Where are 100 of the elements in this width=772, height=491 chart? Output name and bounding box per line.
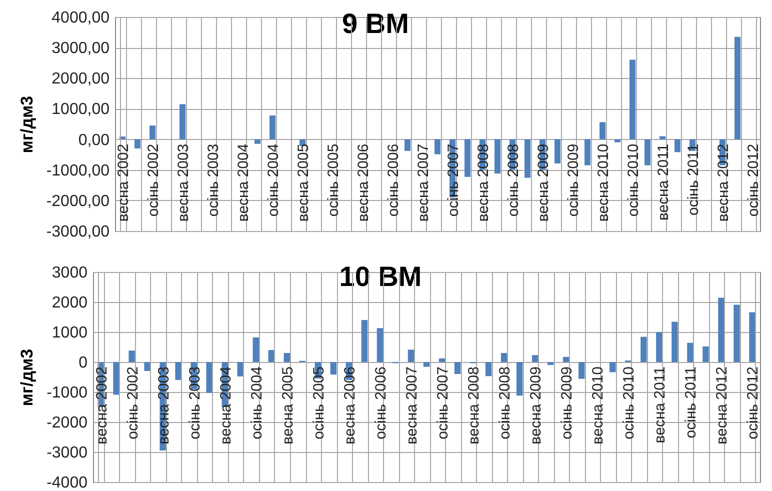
bar: [630, 60, 636, 140]
x-tick-label: осінь 2007: [434, 366, 452, 440]
y-tick-label: -1000,00: [46, 162, 110, 180]
x-tick-label: весна 2005: [295, 144, 312, 222]
x-tick-label: весна 2012: [714, 366, 731, 444]
bar: [464, 139, 470, 177]
bar: [600, 122, 606, 140]
x-tick-label: весна 2007: [415, 144, 432, 222]
x-tick-label: весна 2006: [355, 144, 372, 222]
bar: [644, 139, 650, 166]
x-tick-label: осінь 2010: [620, 366, 638, 440]
bar: [485, 362, 492, 376]
x-tick-label: осінь 2005: [325, 144, 342, 217]
bar: [404, 139, 410, 151]
x-tick-label: весна 2009: [535, 144, 552, 222]
bar: [144, 362, 150, 371]
bar: [113, 362, 120, 395]
y-axis-title: мг/дм3: [18, 348, 37, 406]
bar: [500, 353, 508, 362]
x-tick-label: весна 2003: [175, 144, 192, 222]
x-tick-label: весна 2005: [279, 366, 296, 444]
bar: [547, 362, 554, 365]
bar: [254, 139, 260, 144]
y-tick-label: 3000: [52, 264, 88, 282]
y-tick-label: 4000,00: [52, 10, 110, 26]
y-tick-label: 0,00: [78, 132, 110, 149]
bar: [578, 362, 585, 379]
bar: [532, 355, 538, 362]
bar: [610, 362, 616, 372]
x-tick-label: осінь 2005: [310, 366, 328, 440]
x-tick-label: осінь 2004: [265, 144, 282, 217]
x-tick-label: весна 2002: [93, 366, 110, 444]
bar: [206, 362, 212, 393]
bar: [640, 336, 647, 362]
x-tick-label: весна 2004: [235, 144, 252, 222]
bar: [128, 350, 135, 362]
y-tick-label: 1000,00: [52, 101, 110, 118]
x-tick-label: весна 2008: [466, 366, 483, 444]
bar: [584, 139, 590, 166]
x-tick-label: осінь 2002: [145, 144, 162, 217]
x-tick-label: осінь 2012: [745, 144, 762, 217]
y-tick-label: 0: [78, 354, 88, 372]
chart-title: 9 ВМ: [342, 8, 409, 39]
x-tick-label: весна 2003: [155, 366, 172, 444]
x-tick-label: осінь 2008: [496, 366, 514, 440]
x-tick-label: осінь 2010: [625, 144, 642, 217]
x-tick-label: осінь 2006: [372, 366, 390, 440]
bar: [120, 136, 126, 140]
x-tick-label: осінь 2004: [248, 366, 266, 440]
x-tick-label: осінь 2011: [682, 366, 700, 438]
bar: [434, 139, 440, 154]
y-tick-label: -3000: [46, 444, 88, 462]
bar: [454, 362, 461, 374]
bar: [702, 346, 709, 362]
bar: [175, 362, 182, 380]
bar: [438, 358, 446, 362]
bar: [656, 332, 662, 362]
y-axis-title: мг/дм3: [17, 96, 36, 154]
bar: [516, 362, 523, 396]
x-tick-label: осінь 2008: [505, 144, 522, 217]
bar: [284, 353, 290, 362]
x-tick-label: весна 2011: [652, 366, 669, 444]
bar: [734, 36, 740, 140]
bar: [734, 304, 740, 362]
y-tick-label: 2000: [52, 294, 88, 312]
bar: [749, 312, 756, 362]
y-tick-label: -3000,00: [46, 224, 110, 240]
y-tick-label: 2000,00: [52, 70, 110, 88]
x-tick-label: весна 2009: [528, 366, 545, 444]
x-tick-label: осінь 2003: [205, 144, 222, 217]
x-tick-label: весна 2008: [475, 144, 492, 222]
bar: [330, 362, 337, 375]
bar: [134, 139, 140, 148]
x-tick-label: осінь 2003: [186, 366, 204, 440]
bar: [563, 356, 570, 362]
y-tick-label: -2000: [46, 414, 88, 432]
bar: [660, 136, 666, 140]
x-tick-label: весна 2006: [341, 366, 358, 444]
x-tick-label: весна 2004: [217, 366, 234, 444]
bar: [376, 328, 384, 362]
x-tick-label: весна 2012: [715, 144, 732, 222]
x-tick-label: весна 2010: [595, 144, 612, 222]
x-tick-label: весна 2002: [115, 144, 132, 222]
x-tick-label: осінь 2011: [685, 144, 702, 216]
x-tick-label: осінь 2012: [744, 366, 762, 440]
x-tick-label: весна 2007: [403, 366, 420, 444]
x-tick-label: весна 2011: [655, 144, 672, 220]
bar: [674, 139, 680, 152]
bar: [614, 139, 620, 142]
y-tick-label: 3000,00: [52, 40, 110, 58]
bar: [672, 322, 678, 362]
x-tick-label: осінь 2002: [124, 366, 142, 440]
bar: [687, 342, 694, 362]
chart-title: 10 ВМ: [339, 261, 422, 292]
bar: [423, 362, 430, 367]
x-tick-label: осінь 2009: [565, 144, 582, 217]
bar: [150, 126, 156, 140]
y-tick-label: 1000: [52, 324, 88, 342]
x-tick-label: осінь 2006: [385, 144, 402, 217]
x-tick-label: весна 2010: [590, 366, 607, 444]
